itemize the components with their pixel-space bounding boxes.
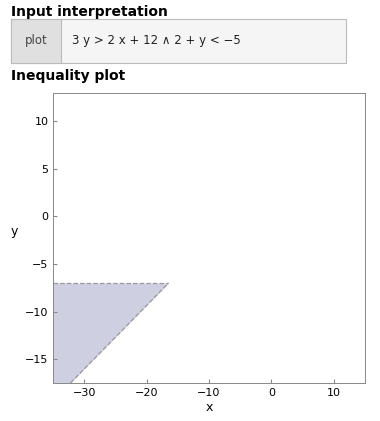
- Y-axis label: y: y: [10, 225, 17, 238]
- X-axis label: x: x: [205, 401, 213, 414]
- Text: Input interpretation: Input interpretation: [11, 5, 168, 19]
- FancyBboxPatch shape: [11, 19, 346, 63]
- Text: 3 y > 2 x + 12 ∧ 2 + y < −5: 3 y > 2 x + 12 ∧ 2 + y < −5: [72, 34, 241, 47]
- FancyBboxPatch shape: [11, 19, 61, 63]
- Text: plot: plot: [25, 34, 48, 47]
- Text: Inequality plot: Inequality plot: [11, 69, 126, 83]
